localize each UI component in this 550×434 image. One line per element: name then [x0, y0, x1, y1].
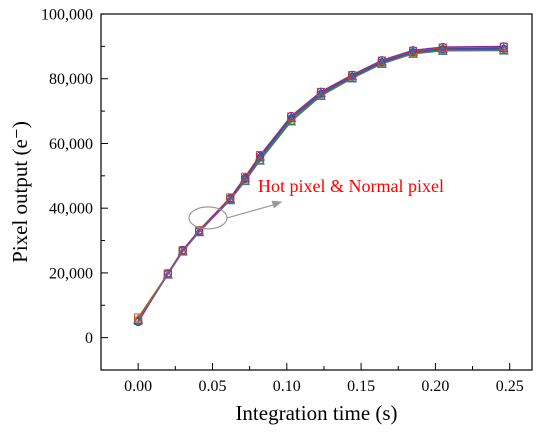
data-point: [177, 246, 188, 256]
annotation-text: Hot pixel & Normal pixel: [258, 176, 444, 196]
data-point: [498, 45, 509, 55]
data-point: [194, 226, 205, 237]
y-tick-label: 80,000: [49, 71, 93, 88]
data-point: [178, 245, 187, 255]
x-tick-label: 0.00: [124, 378, 152, 395]
x-tick-label: 0.15: [347, 378, 375, 395]
annotation-ellipse: [188, 206, 228, 230]
data-point: [316, 87, 326, 98]
data-point: [408, 46, 419, 56]
data-point: [286, 116, 297, 126]
y-tick-label: 100,000: [41, 7, 93, 24]
x-tick-label: 0.10: [273, 378, 301, 395]
data-point: [255, 155, 265, 165]
data-point: [240, 175, 251, 186]
data-point: [376, 58, 387, 68]
x-axis-label: Integration time (s): [235, 401, 397, 425]
data-point: [133, 314, 144, 324]
y-tick-label: 60,000: [49, 136, 93, 153]
y-tick-label: 20,000: [49, 265, 93, 282]
annotation: Hot pixel & Normal pixel: [188, 176, 444, 230]
data-point: [255, 151, 265, 160]
y-tick-label: 40,000: [49, 201, 93, 218]
data-point: [255, 151, 265, 161]
data-point: [347, 73, 358, 83]
data-point: [376, 56, 387, 66]
x-tick-label: 0.05: [198, 378, 226, 395]
x-tick-label: 0.25: [496, 378, 524, 395]
data-point: [347, 70, 358, 81]
data-point: [225, 193, 236, 203]
data-point: [409, 46, 418, 55]
data-point: [499, 42, 508, 51]
data-point: [225, 194, 236, 205]
data-point: [437, 43, 448, 53]
data-point: [377, 56, 386, 65]
x-tick-label: 0.20: [421, 378, 449, 395]
annotation-arrowhead: [271, 200, 283, 209]
data-point: [287, 111, 296, 121]
data-point: [498, 42, 509, 53]
data-point: [162, 269, 173, 279]
data-point: [194, 226, 204, 235]
data-point: [316, 87, 326, 96]
data-point: [437, 45, 448, 55]
data-point: [286, 112, 297, 122]
data-point: [438, 42, 447, 52]
plot-frame: [100, 13, 533, 371]
data-point: [316, 90, 326, 100]
data-point: [241, 173, 250, 182]
annotation-arrow: [226, 204, 275, 219]
axes: 0.00 0.05 0.10 0.15 0.20 0.25 0 20,000 40,000 60,…: [41, 7, 533, 395]
y-tick-label: 0: [85, 330, 93, 347]
data-point: [348, 70, 357, 79]
data-point: [134, 313, 143, 322]
y-axis-label: Pixel output (e⁻): [8, 121, 32, 263]
data-point: [226, 194, 235, 203]
data-point: [408, 48, 419, 58]
series-group: [133, 42, 509, 327]
